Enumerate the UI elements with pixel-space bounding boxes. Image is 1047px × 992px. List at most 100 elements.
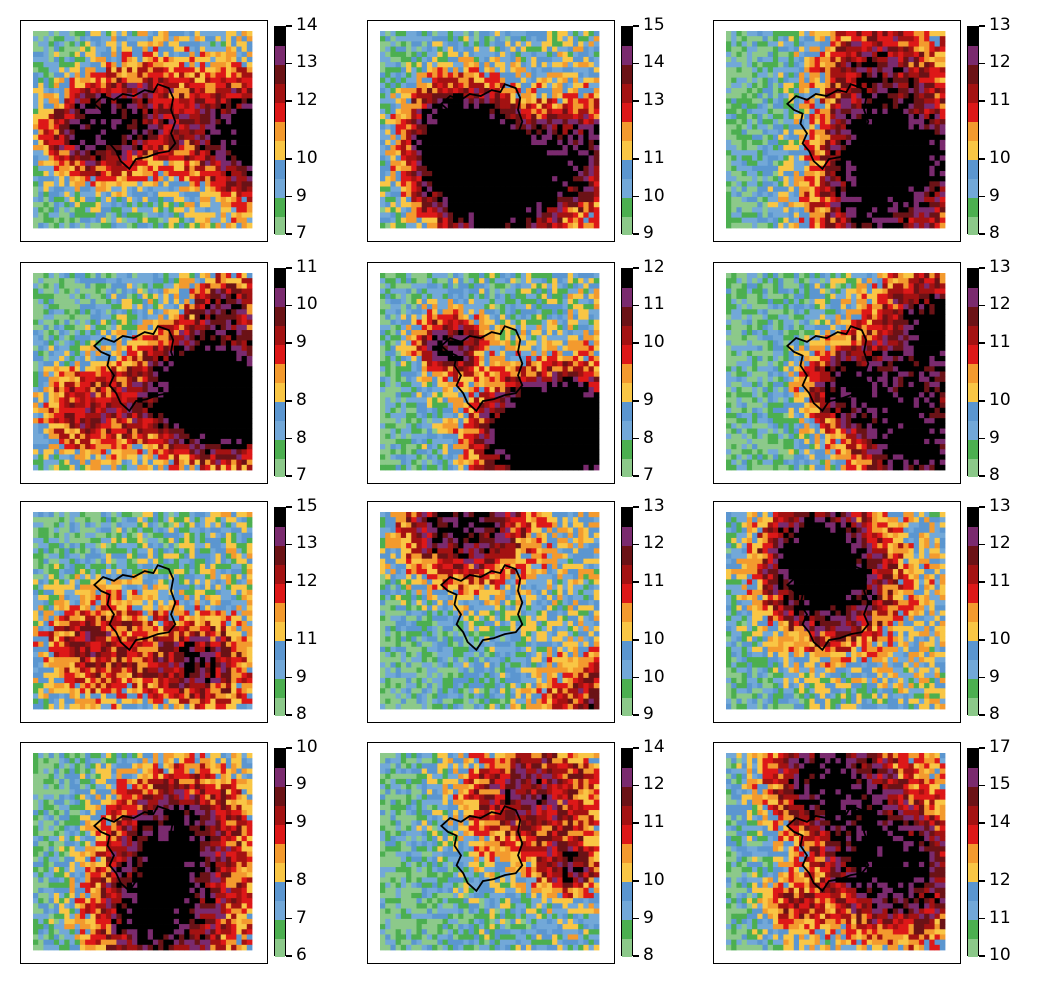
heatmap-cell bbox=[757, 103, 763, 110]
heatmap-cell bbox=[205, 222, 211, 229]
heatmap-cell bbox=[453, 222, 459, 229]
heatmap-cell bbox=[819, 46, 826, 53]
heatmap-cell bbox=[746, 202, 753, 208]
heatmap-cell bbox=[851, 202, 857, 208]
heatmap-cell bbox=[934, 170, 941, 177]
heatmap-cell bbox=[872, 207, 878, 213]
heatmap-cell bbox=[913, 134, 920, 141]
heatmap-cell bbox=[851, 46, 857, 53]
heatmap-cell bbox=[840, 145, 847, 151]
heatmap-cell bbox=[437, 88, 443, 94]
heatmap-cell bbox=[825, 217, 831, 224]
heatmap-cell bbox=[463, 181, 470, 187]
heatmap-cell bbox=[515, 98, 522, 104]
heatmap-cell bbox=[53, 273, 60, 279]
heatmap-cell bbox=[205, 176, 211, 182]
heatmap-cell bbox=[804, 36, 810, 42]
heatmap-cell bbox=[33, 222, 39, 229]
heatmap-cell bbox=[908, 103, 915, 110]
heatmap-cell bbox=[757, 145, 763, 151]
heatmap-cell bbox=[552, 196, 558, 203]
heatmap-cell bbox=[158, 278, 164, 284]
heatmap-cell bbox=[147, 98, 154, 104]
heatmap-cell bbox=[825, 103, 831, 110]
heatmap-cell bbox=[778, 160, 784, 167]
heatmap-cell bbox=[199, 82, 206, 89]
colorbar-segment bbox=[622, 45, 632, 66]
heatmap-cell bbox=[458, 150, 464, 156]
heatmap-cell bbox=[215, 207, 222, 213]
heatmap-cell bbox=[33, 119, 39, 125]
heatmap-cell bbox=[851, 113, 857, 120]
heatmap-cell bbox=[746, 217, 753, 224]
heatmap-cell bbox=[830, 129, 836, 136]
heatmap-cell bbox=[453, 155, 459, 161]
heatmap-cell bbox=[924, 93, 930, 99]
heatmap-cell bbox=[746, 41, 753, 47]
heatmap-cell bbox=[426, 145, 433, 151]
heatmap-cell bbox=[38, 56, 44, 63]
heatmap-cell bbox=[499, 176, 506, 182]
heatmap-cell bbox=[578, 129, 584, 136]
heatmap-cell bbox=[567, 36, 574, 42]
heatmap-cell bbox=[887, 67, 894, 73]
heatmap-cell bbox=[432, 36, 438, 42]
heatmap-cell bbox=[804, 103, 810, 110]
heatmap-cell bbox=[90, 186, 96, 193]
heatmap-cell bbox=[741, 36, 748, 42]
heatmap-cell bbox=[866, 51, 873, 58]
heatmap-cell bbox=[489, 165, 496, 172]
heatmap-cell bbox=[799, 181, 805, 187]
heatmap-cell bbox=[79, 207, 86, 213]
heatmap-cell bbox=[918, 67, 925, 73]
heatmap-cell bbox=[121, 82, 128, 89]
heatmap-cell bbox=[536, 56, 543, 63]
heatmap-cell bbox=[552, 207, 558, 213]
heatmap-cell bbox=[152, 170, 159, 177]
heatmap-cell bbox=[861, 46, 868, 53]
heatmap-cell bbox=[95, 82, 102, 89]
heatmap-cell bbox=[736, 77, 743, 84]
heatmap-cell bbox=[38, 72, 44, 79]
heatmap-cell bbox=[804, 217, 810, 224]
heatmap-cell bbox=[225, 46, 232, 53]
heatmap-cell bbox=[411, 139, 417, 146]
map-panel-r1c3: 8 9 10 11 12 13 bbox=[713, 17, 1041, 242]
heatmap-cell bbox=[499, 186, 506, 193]
heatmap-cell bbox=[158, 88, 164, 94]
heatmap-cell bbox=[762, 82, 769, 89]
heatmap-cell bbox=[557, 191, 563, 198]
heatmap-cell bbox=[147, 62, 154, 68]
heatmap-cell bbox=[541, 93, 548, 99]
heatmap-cell bbox=[126, 98, 133, 104]
heatmap-cell bbox=[432, 222, 438, 229]
heatmap-cell bbox=[746, 82, 753, 89]
heatmap-cell bbox=[526, 191, 532, 198]
heatmap-cell bbox=[567, 160, 574, 167]
heatmap-cell bbox=[913, 186, 920, 193]
heatmap-cell bbox=[463, 170, 470, 177]
heatmap-cell bbox=[74, 88, 81, 94]
heatmap-cell bbox=[757, 56, 763, 63]
heatmap-cell bbox=[179, 134, 185, 141]
heatmap-cell bbox=[494, 176, 501, 182]
heatmap-cell bbox=[752, 119, 758, 125]
heatmap-cell bbox=[877, 88, 883, 94]
heatmap-cell bbox=[872, 46, 878, 53]
heatmap-cell bbox=[121, 77, 128, 84]
heatmap-cell bbox=[783, 98, 789, 104]
heatmap-cell bbox=[484, 82, 490, 89]
heatmap-cell bbox=[48, 283, 55, 289]
heatmap-cell bbox=[924, 212, 930, 219]
heatmap-cell bbox=[861, 165, 868, 172]
heatmap-cell bbox=[64, 46, 70, 53]
heatmap-cell bbox=[835, 77, 842, 84]
heatmap-cell bbox=[447, 176, 454, 182]
heatmap-cell bbox=[184, 139, 190, 146]
heatmap-cell bbox=[546, 217, 553, 224]
heatmap-cell bbox=[536, 62, 543, 68]
heatmap-cell bbox=[53, 202, 60, 208]
heatmap-cell bbox=[903, 98, 909, 104]
heatmap-cell bbox=[463, 72, 470, 79]
colorbar-tick-mark bbox=[633, 62, 639, 65]
